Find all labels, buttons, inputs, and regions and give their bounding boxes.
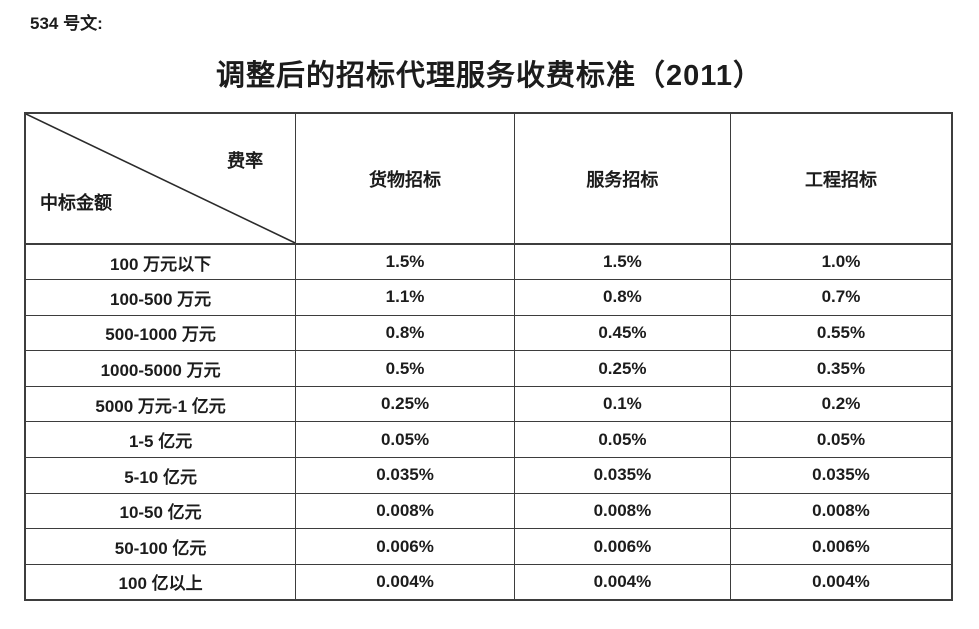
rate-cell: 0.55%: [729, 314, 953, 352]
fee-rate-table: 费率 中标金额 货物招标 服务招标 工程招标 100 万元以下 1.5% 1.5…: [24, 112, 953, 601]
rate-cell: 1.5%: [295, 243, 515, 281]
column-header-works: 工程招标: [729, 112, 953, 245]
rate-cell: 0.8%: [513, 279, 731, 316]
rate-cell: 0.006%: [513, 528, 731, 565]
table-row: 500-1000 万元 0.8% 0.45% 0.55%: [24, 314, 953, 352]
rate-cell: 0.035%: [513, 457, 731, 494]
row-label: 5000 万元-1 亿元: [24, 385, 297, 423]
column-header-goods: 货物招标: [295, 112, 515, 245]
corner-cell: 费率 中标金额: [24, 112, 297, 245]
row-label: 50-100 亿元: [24, 528, 297, 565]
row-label: 10-50 亿元: [24, 492, 297, 530]
rate-cell: 0.004%: [295, 563, 515, 601]
rate-cell: 0.35%: [729, 350, 953, 387]
rate-cell: 0.25%: [295, 385, 515, 423]
rate-cell: 0.2%: [729, 385, 953, 423]
rate-cell: 0.006%: [295, 528, 515, 565]
rate-cell: 0.035%: [729, 457, 953, 494]
rate-cell: 0.008%: [513, 492, 731, 530]
rate-cell: 0.45%: [513, 314, 731, 352]
table-row: 5000 万元-1 亿元 0.25% 0.1% 0.2%: [24, 385, 953, 423]
rate-cell: 0.5%: [295, 350, 515, 387]
table-header: 费率 中标金额 货物招标 服务招标 工程招标: [24, 112, 953, 245]
rate-cell: 1.1%: [295, 279, 515, 316]
rate-cell: 0.05%: [513, 421, 731, 459]
table-row: 1-5 亿元 0.05% 0.05% 0.05%: [24, 421, 953, 459]
table-row: 100 亿以上 0.004% 0.004% 0.004%: [24, 563, 953, 601]
corner-label-rate: 费率: [227, 151, 264, 171]
table-row: 100 万元以下 1.5% 1.5% 1.0%: [24, 243, 953, 281]
row-label: 100-500 万元: [24, 279, 297, 316]
rate-cell: 0.008%: [729, 492, 953, 530]
page-title: 调整后的招标代理服务收费标准（2011）: [216, 60, 763, 92]
rate-cell: 1.0%: [729, 243, 953, 281]
diagonal-divider-line: [26, 114, 295, 243]
table-body: 100 万元以下 1.5% 1.5% 1.0% 100-500 万元 1.1% …: [24, 243, 953, 601]
rate-cell: 0.1%: [513, 385, 731, 423]
row-label: 1-5 亿元: [24, 421, 297, 459]
table-row: 100-500 万元 1.1% 0.8% 0.7%: [24, 279, 953, 316]
table-row: 5-10 亿元 0.035% 0.035% 0.035%: [24, 457, 953, 494]
row-label: 5-10 亿元: [24, 457, 297, 494]
doc-number-label: 534 号文:: [30, 14, 103, 33]
column-header-service: 服务招标: [513, 112, 731, 245]
table-row: 10-50 亿元 0.008% 0.008% 0.008%: [24, 492, 953, 530]
rate-cell: 0.004%: [729, 563, 953, 601]
header-row: 费率 中标金额 货物招标 服务招标 工程招标: [24, 112, 953, 245]
rate-cell: 0.004%: [513, 563, 731, 601]
corner-label-amount: 中标金额: [40, 193, 112, 213]
row-label: 500-1000 万元: [24, 314, 297, 352]
rate-cell: 0.25%: [513, 350, 731, 387]
rate-cell: 0.006%: [729, 528, 953, 565]
rate-cell: 0.05%: [295, 421, 515, 459]
row-label: 100 亿以上: [24, 563, 297, 601]
table-row: 1000-5000 万元 0.5% 0.25% 0.35%: [24, 350, 953, 387]
rate-cell: 0.035%: [295, 457, 515, 494]
rate-cell: 1.5%: [513, 243, 731, 281]
rate-cell: 0.8%: [295, 314, 515, 352]
rate-cell: 0.7%: [729, 279, 953, 316]
table-row: 50-100 亿元 0.006% 0.006% 0.006%: [24, 528, 953, 565]
rate-cell: 0.008%: [295, 492, 515, 530]
row-label: 1000-5000 万元: [24, 350, 297, 387]
row-label: 100 万元以下: [24, 243, 297, 281]
rate-cell: 0.05%: [729, 421, 953, 459]
